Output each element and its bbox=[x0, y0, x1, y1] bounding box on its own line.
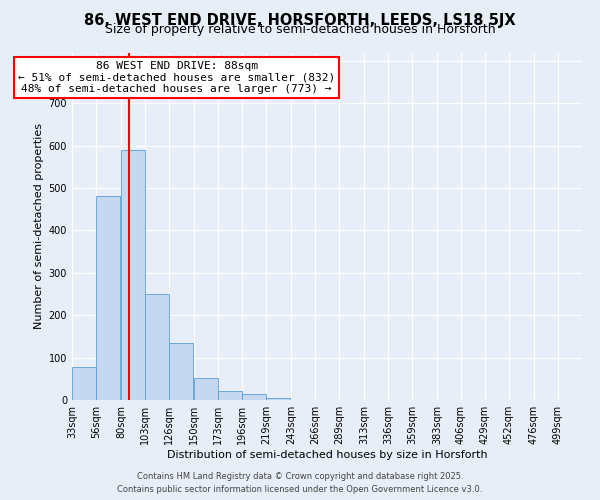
Text: Size of property relative to semi-detached houses in Horsforth: Size of property relative to semi-detach… bbox=[104, 22, 496, 36]
Bar bbox=[218, 390, 242, 400]
Text: 86, WEST END DRIVE, HORSFORTH, LEEDS, LS18 5JX: 86, WEST END DRIVE, HORSFORTH, LEEDS, LS… bbox=[84, 12, 516, 28]
Bar bbox=[266, 398, 290, 400]
Text: Contains HM Land Registry data © Crown copyright and database right 2025.
Contai: Contains HM Land Registry data © Crown c… bbox=[118, 472, 482, 494]
Bar bbox=[72, 367, 96, 400]
Bar bbox=[96, 196, 120, 400]
Bar bbox=[169, 343, 193, 400]
Bar bbox=[121, 150, 145, 400]
Y-axis label: Number of semi-detached properties: Number of semi-detached properties bbox=[34, 123, 44, 329]
Bar bbox=[242, 394, 266, 400]
Bar bbox=[145, 294, 169, 400]
Text: 86 WEST END DRIVE: 88sqm
← 51% of semi-detached houses are smaller (832)
48% of : 86 WEST END DRIVE: 88sqm ← 51% of semi-d… bbox=[18, 61, 335, 94]
Bar bbox=[194, 378, 218, 400]
X-axis label: Distribution of semi-detached houses by size in Horsforth: Distribution of semi-detached houses by … bbox=[167, 450, 487, 460]
